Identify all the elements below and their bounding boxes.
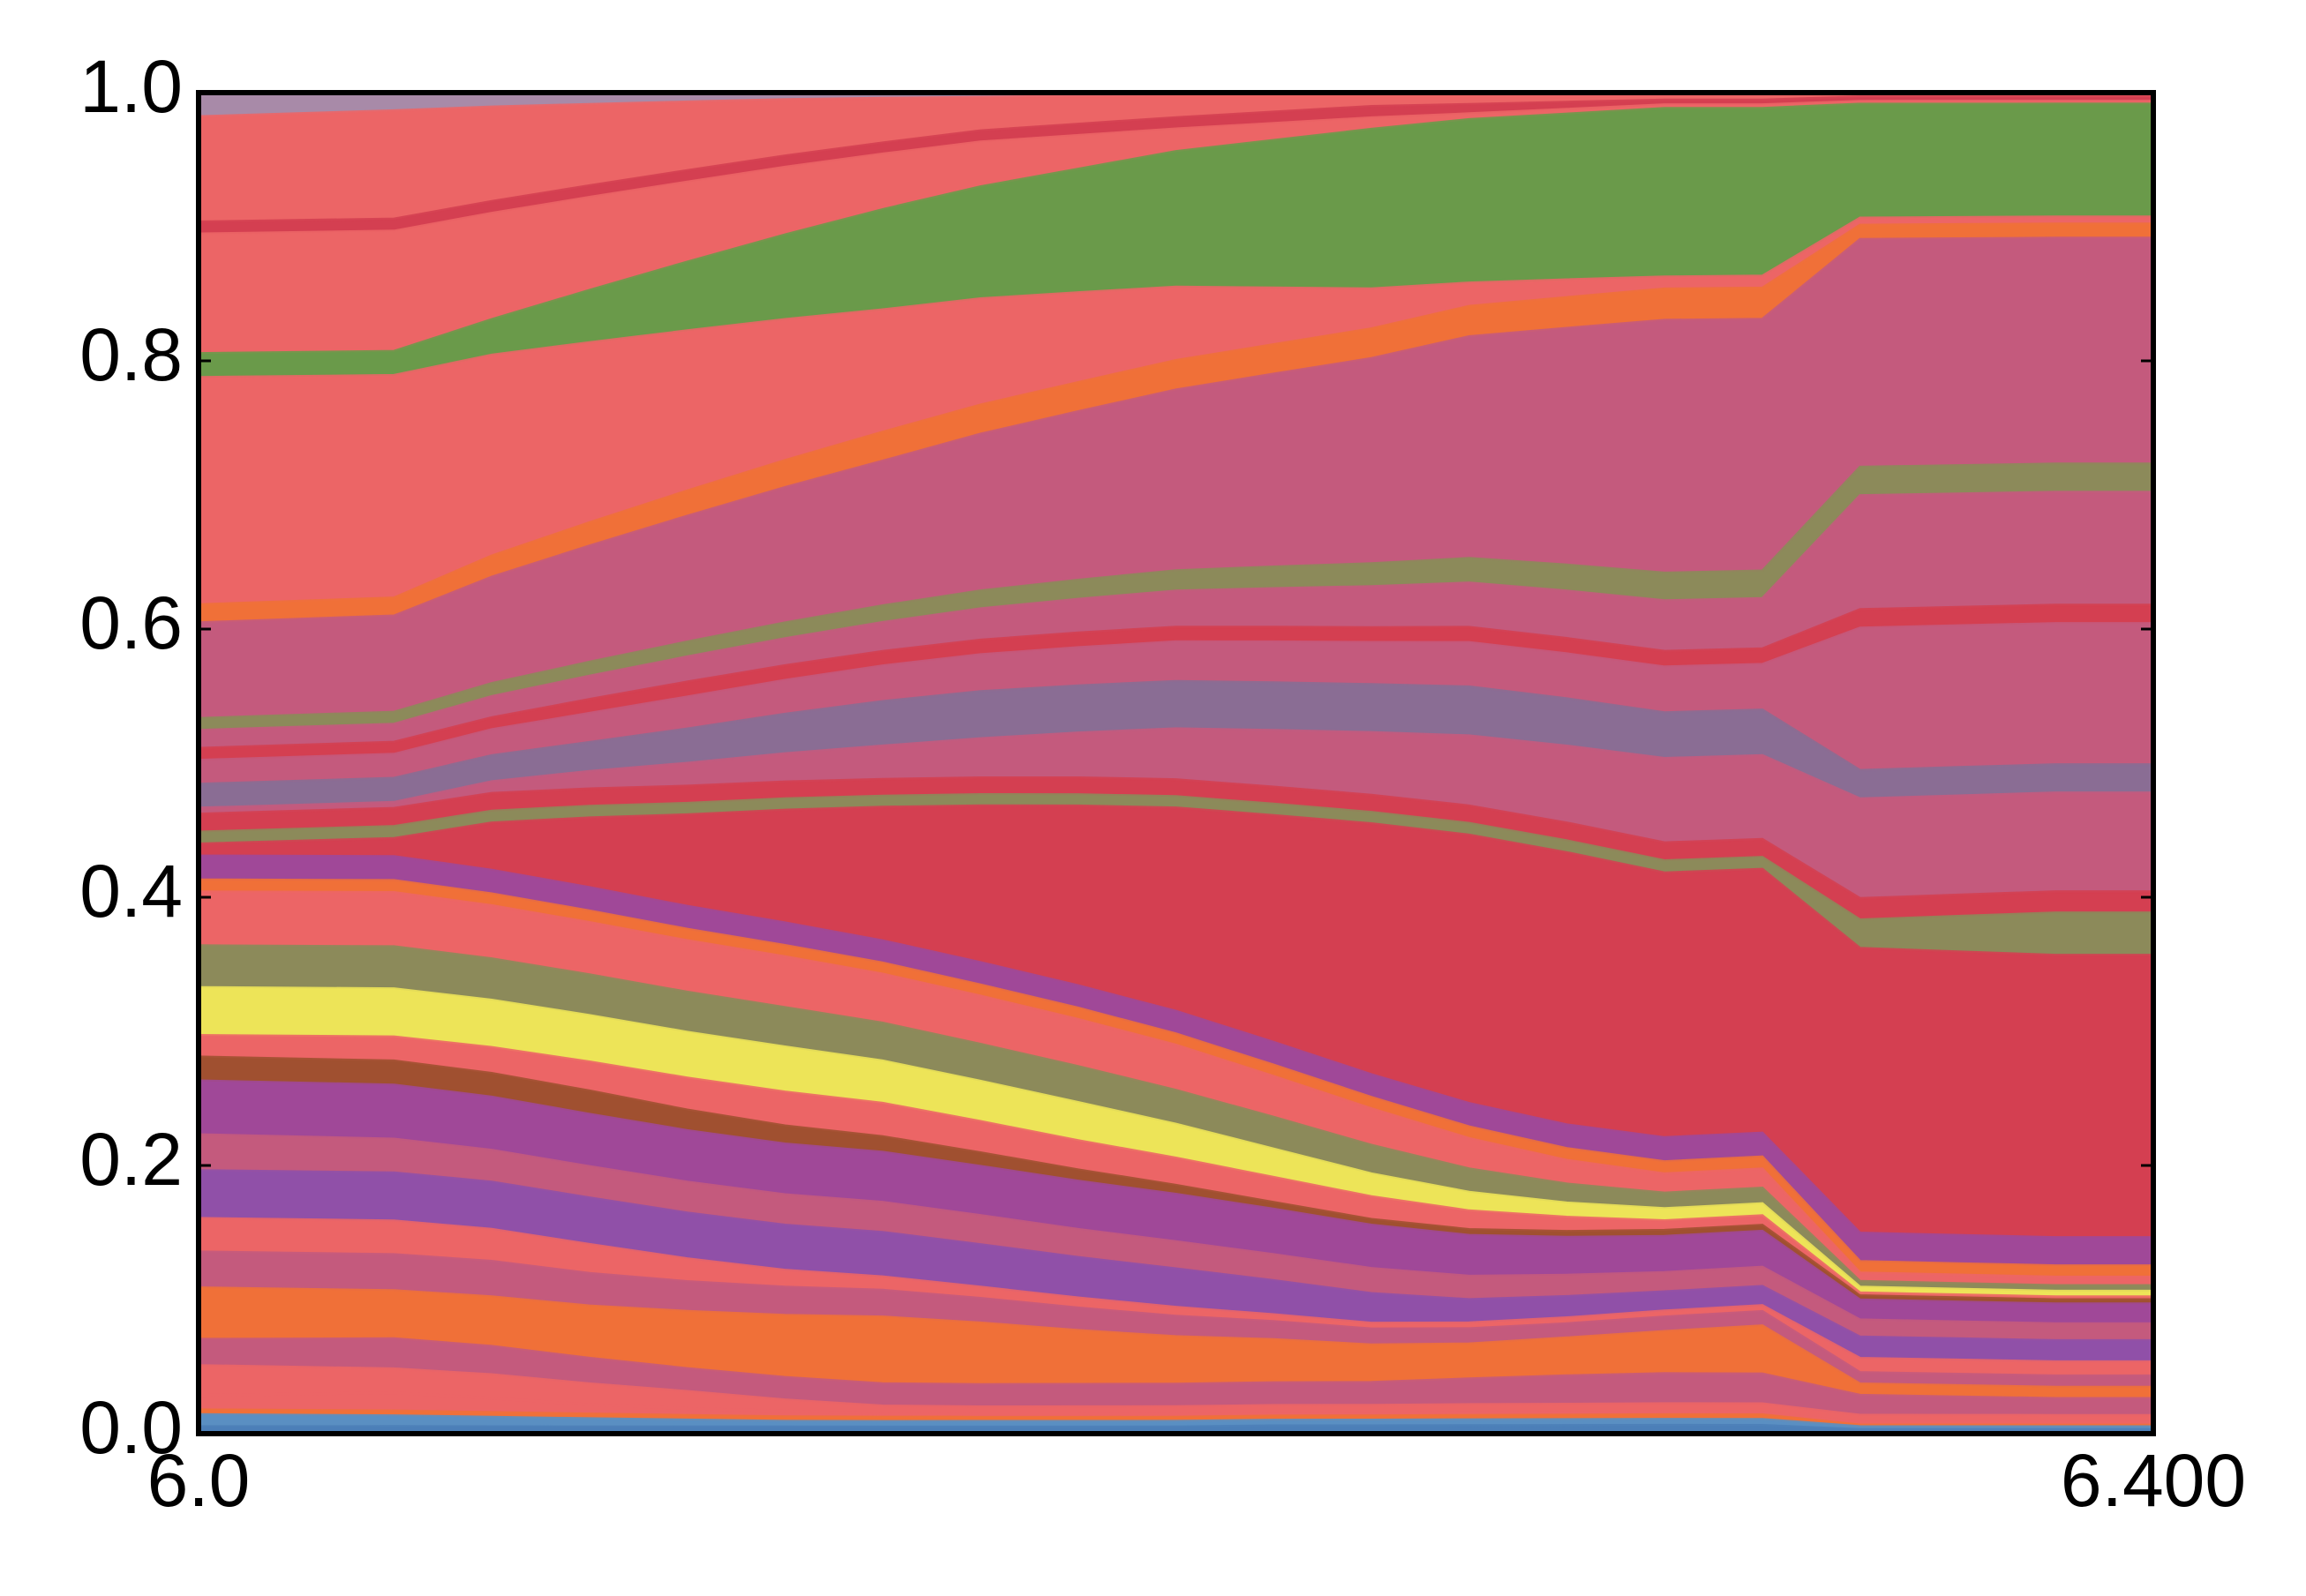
axis-tick-labels: 0.0 0.2 0.4 0.6 0.8 1.0 6.0 6.400	[79, 45, 2246, 1522]
series-line-33	[198, 95, 2153, 223]
series-line-13	[198, 1034, 2153, 1299]
y-tick-label: 1.0	[79, 45, 183, 128]
series-line-18	[198, 854, 2153, 1240]
series-line-11	[198, 1079, 2153, 1306]
series-line-31	[198, 102, 2153, 356]
y-tick-label: 0.2	[79, 1118, 183, 1201]
axis-ticks	[199, 91, 2153, 1435]
series-line-15	[198, 944, 2153, 1287]
series-line-6	[198, 1286, 2153, 1389]
series-line-22	[198, 727, 2153, 810]
series-line-14	[198, 985, 2153, 1293]
x-tick-label: 6.400	[2061, 1439, 2246, 1522]
series-line-27	[198, 462, 2153, 720]
series-line-9	[198, 1169, 2153, 1342]
series-line-30	[198, 215, 2153, 379]
x-tick-label: 6.0	[147, 1439, 251, 1522]
series-line-5	[198, 1337, 2153, 1400]
y-tick-label: 0.8	[79, 313, 183, 396]
series-line-4	[198, 1364, 2153, 1417]
series-line-10	[198, 1133, 2153, 1325]
series-line-7	[198, 1250, 2153, 1377]
series-line-17	[198, 878, 2153, 1268]
series-line-1	[198, 1412, 2153, 1428]
y-tick-label: 0.4	[79, 850, 183, 933]
y-tick-label: 0.6	[79, 581, 183, 664]
series-line-24	[198, 622, 2153, 762]
series-line-12	[198, 1055, 2153, 1301]
series-line-28	[198, 236, 2153, 625]
series-line-25	[198, 603, 2153, 750]
series-line-8	[198, 1217, 2153, 1363]
y-tick-label: 0.0	[79, 1386, 183, 1469]
series-line-21	[198, 776, 2153, 900]
series-line-26	[198, 491, 2153, 732]
series-line-29	[198, 222, 2153, 606]
series-line-20	[198, 792, 2153, 922]
series-line-23	[198, 679, 2153, 786]
series-line-19	[198, 804, 2153, 957]
plot-frame	[196, 90, 2156, 1436]
series-line-16	[198, 890, 2153, 1278]
series-line-2	[198, 1408, 2153, 1426]
series-line-0	[198, 1423, 2153, 1431]
series-line-3	[198, 1391, 2153, 1424]
series-line-32	[198, 100, 2153, 236]
